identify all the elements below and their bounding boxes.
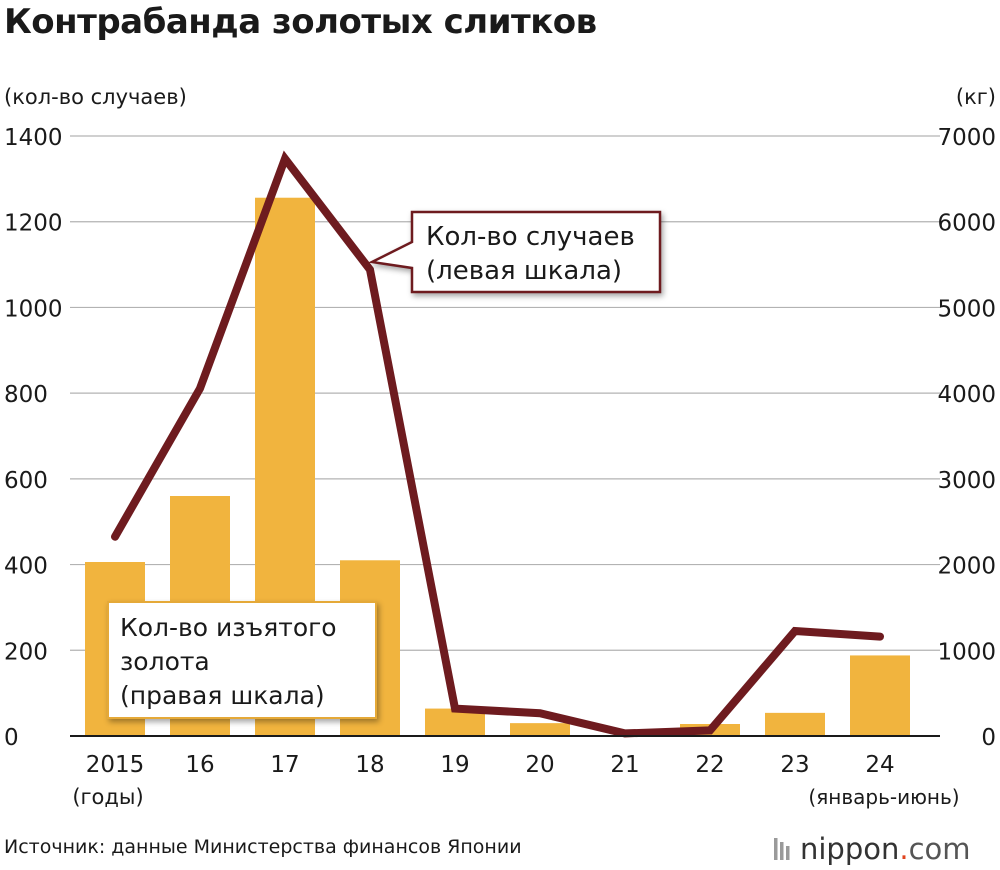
y-left-axis-label: (кол-во случаев): [4, 85, 187, 109]
y-right-axis-label: (кг): [956, 85, 996, 109]
logo-dot: .: [899, 832, 908, 866]
logo-suffix: com: [909, 832, 971, 866]
x-tick-label: 20: [525, 752, 554, 778]
x-tick-label: 21: [610, 752, 639, 778]
y-right-tick-label: 1000: [937, 639, 996, 665]
y-left-tick-label: 1000: [4, 296, 63, 322]
y-left-tick-label: 1200: [4, 211, 63, 237]
nippon-logo: nippon.com: [774, 832, 971, 866]
y-right-tick-label: 7000: [937, 125, 996, 151]
y-left-tick-label: 1400: [4, 125, 63, 151]
y-right-tick-label: 3000: [937, 468, 996, 494]
x-first-note: (годы): [72, 785, 143, 809]
y-right-tick-label: 4000: [937, 382, 996, 408]
y-left-tick-label: 800: [4, 382, 48, 408]
y-right-tick-label: 5000: [937, 296, 996, 322]
y-right-tick-label: 2000: [937, 554, 996, 580]
line-callout-line2: (левая шкала): [426, 256, 622, 286]
bar: [765, 712, 825, 736]
y-left-tick-label: 200: [4, 639, 48, 665]
series-line: [111, 150, 884, 738]
x-tick-label: 2015: [86, 752, 145, 778]
bar-callout-line1: Кол-во изъятого: [120, 613, 337, 642]
y-right-tick-label: 0: [981, 725, 996, 751]
y-left-tick-label: 400: [4, 554, 48, 580]
x-tick-label: 18: [355, 752, 384, 778]
x-tick-label: 23: [780, 752, 809, 778]
bar-callout-line2: золота: [120, 647, 210, 676]
x-tick-label: 17: [270, 752, 299, 778]
chart-title: Контрабанда золотых слитков: [4, 2, 597, 42]
y-left-tick-label: 600: [4, 468, 48, 494]
bar: [510, 723, 570, 736]
x-tick-label: 24: [865, 752, 894, 778]
svg-text:nippon.com: nippon.com: [800, 832, 971, 866]
axis-layer: 0 200 400 600 800 1000 1200 1400 0 1000 2000 3000 40…: [4, 125, 996, 778]
source-note: Источник: данные Министерства финансов Я…: [4, 836, 522, 858]
y-right-tick-label: 6000: [937, 211, 996, 237]
bar-callout-line3: (правая шкала): [120, 681, 325, 710]
line-layer: [111, 150, 884, 738]
logo-main: nippon: [800, 832, 899, 866]
bar-callout: Кол-во изъятого золота (правая шкала): [107, 601, 377, 719]
x-tick-label: 16: [185, 752, 214, 778]
x-tick-label: 19: [440, 752, 469, 778]
x-tick-label: 22: [695, 752, 724, 778]
bar: [850, 655, 910, 736]
line-callout: Кол-во случаев (левая шкала): [367, 210, 662, 294]
line-callout-line1: Кол-во случаев: [426, 222, 635, 252]
x-last-note: (январь-июнь): [808, 785, 959, 809]
y-left-tick-label: 0: [4, 725, 19, 751]
